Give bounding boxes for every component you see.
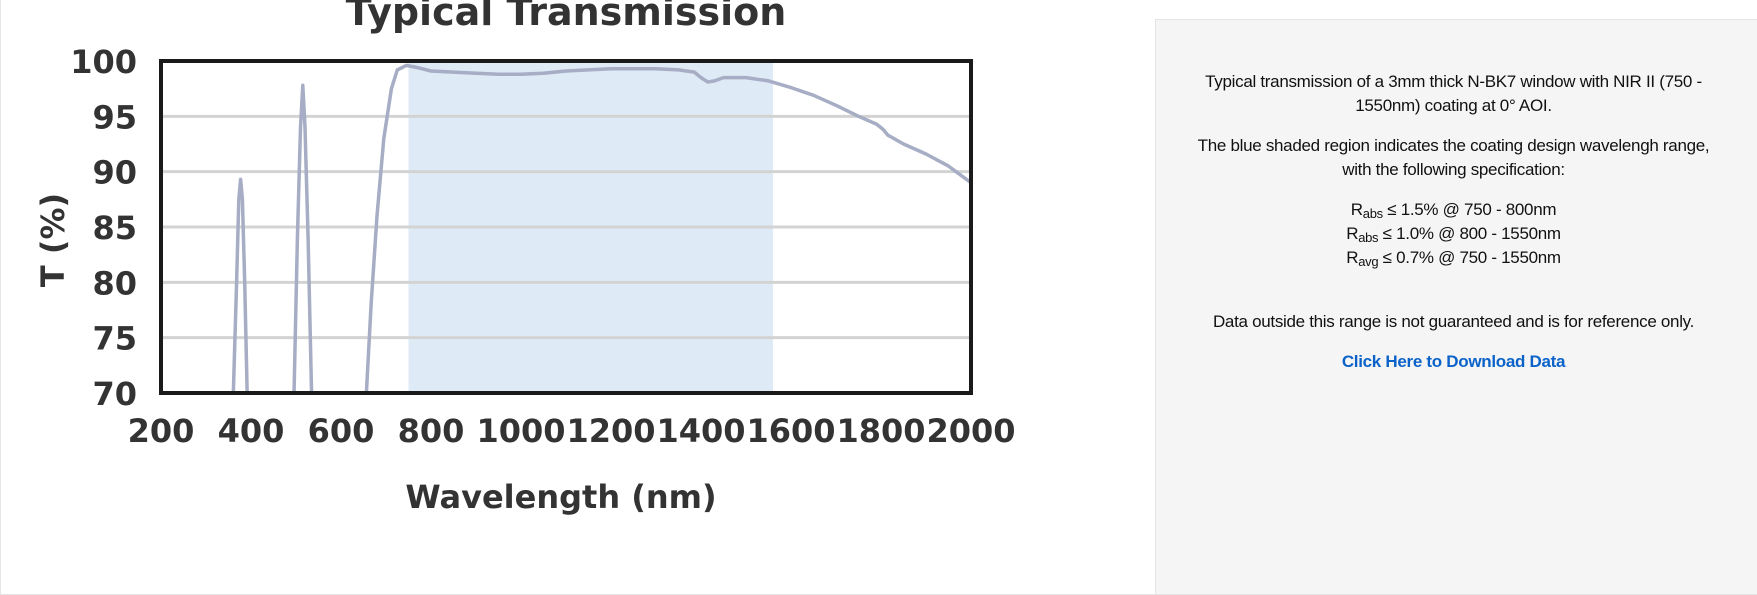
y-tick-label: 95 <box>92 98 137 136</box>
x-axis-label: Wavelength (nm) <box>405 478 716 516</box>
y-axis-label: T (%) <box>34 193 72 287</box>
shading-note: The blue shaded region indicates the coa… <box>1197 136 1710 179</box>
chart-panel: Typical Transmission 70 75 80 85 90 95 100 200 4… <box>0 0 1016 595</box>
transmission-curve <box>231 177 249 393</box>
y-tick-label: 85 <box>92 209 137 247</box>
x-tick-label: 1800 <box>836 412 925 450</box>
y-tick-label: 70 <box>92 375 137 413</box>
y-tick-label: 90 <box>92 154 137 192</box>
x-tick-label: 200 <box>128 412 195 450</box>
x-tick-label: 1200 <box>566 412 655 450</box>
transmission-curve <box>364 63 971 393</box>
plot-frame <box>159 59 973 395</box>
x-tick-label: 1600 <box>746 412 835 450</box>
y-tick-label: 80 <box>92 264 137 302</box>
download-data-link[interactable]: Click Here to Download Data <box>1341 352 1566 371</box>
chart-title: Typical Transmission <box>346 0 787 34</box>
x-tick-label: 800 <box>398 412 465 450</box>
x-tick-label: 400 <box>218 412 285 450</box>
x-tick-label: 600 <box>308 412 375 450</box>
y-tick-label: 75 <box>92 320 137 358</box>
y-tick-label: 100 <box>70 43 137 81</box>
transmission-chart: Typical Transmission 70 75 80 85 90 95 100 200 4… <box>34 0 1016 516</box>
spec-line: Rabs ≤ 1.5% @ 750 - 800nm <box>1350 200 1557 221</box>
x-tick-label: 1000 <box>476 412 565 450</box>
x-tick-label: 2000 <box>926 412 1015 450</box>
chart-description: Typical transmission of a 3mm thick N-BK… <box>1205 72 1702 115</box>
spec-line: Ravg ≤ 0.7% @ 750 - 1550nm <box>1346 248 1561 269</box>
spec-line: Rabs ≤ 1.0% @ 800 - 1550nm <box>1346 224 1561 245</box>
transmission-curve <box>292 83 314 393</box>
x-tick-label: 1400 <box>656 412 745 450</box>
info-panel: Typical transmission of a 3mm thick N-BK… <box>1155 20 1757 595</box>
data-disclaimer: Data outside this range is not guarantee… <box>1212 312 1695 331</box>
spec-list: Rabs ≤ 1.5% @ 750 - 800nm Rabs ≤ 1.0% @ … <box>1184 198 1723 270</box>
